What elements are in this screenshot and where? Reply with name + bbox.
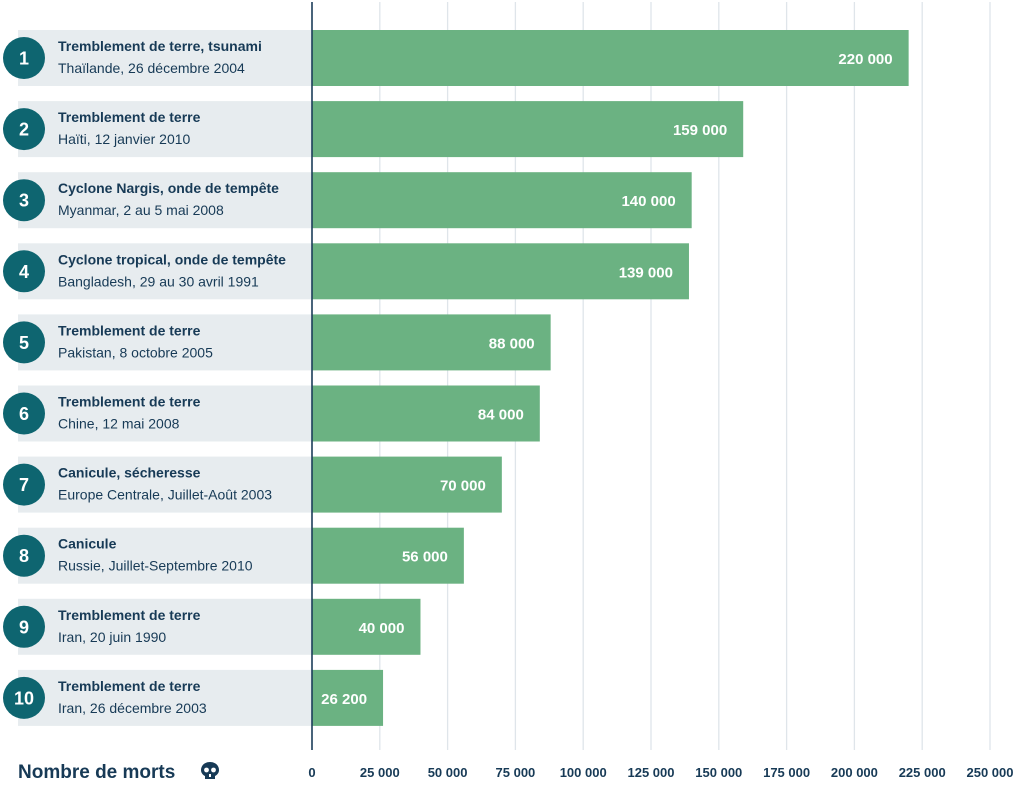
row-label-background: [18, 385, 312, 442]
row: 2 Tremblement de terre Haïti, 12 janvier 2…: [3, 101, 744, 158]
bar: [312, 314, 551, 371]
chart-rows: 1 Tremblement de terre, tsunami Thaïlande,…: [3, 30, 909, 726]
disaster-type: Tremblement de terre: [58, 678, 201, 694]
x-tick-label: 225 000: [899, 765, 946, 780]
rank-badge: [3, 605, 45, 648]
bar: [312, 385, 540, 442]
row: 3 Cyclone Nargis, onde de tempête Myanmar,…: [3, 172, 692, 229]
bar-value-label: 140 000: [621, 193, 675, 210]
disaster-location-date: Iran, 26 décembre 2003: [58, 700, 207, 716]
row-label-background: [18, 30, 312, 86]
disaster-location-date: Thaïlande, 26 décembre 2004: [58, 60, 245, 76]
x-tick-label: 75 000: [496, 765, 536, 780]
bar: [312, 527, 464, 584]
disaster-type: Canicule, sécheresse: [58, 465, 201, 481]
bar-value-label: 70 000: [440, 478, 486, 495]
skull-icon: [201, 762, 219, 779]
rank-badge: [3, 321, 45, 364]
bar-value-label: 26 200: [321, 691, 367, 708]
rank-number: 1: [19, 49, 29, 69]
x-tick-label: 0: [308, 765, 315, 780]
disaster-type: Tremblement de terre: [58, 109, 201, 125]
bar: [312, 172, 692, 229]
row: 9 Tremblement de terre Iran, 20 juin 1990 4…: [3, 598, 421, 655]
x-tick-label: 175 000: [763, 765, 810, 780]
row: 1 Tremblement de terre, tsunami Thaïlande,…: [3, 30, 909, 86]
disaster-type: Canicule: [58, 536, 117, 552]
bar: [312, 243, 689, 300]
disaster-location-date: Europe Centrale, Juillet-Août 2003: [58, 487, 272, 503]
x-tick-label: 125 000: [628, 765, 675, 780]
row: 6 Tremblement de terre Chine, 12 mai 2008 8…: [3, 385, 540, 442]
bar: [312, 30, 909, 86]
disaster-location-date: Russie, Juillet-Septembre 2010: [58, 558, 253, 574]
disaster-location-date: Pakistan, 8 octobre 2005: [58, 344, 213, 360]
x-tick-label: 150 000: [695, 765, 742, 780]
rank-badge: [3, 108, 45, 151]
x-tick-label: 25 000: [360, 765, 400, 780]
bar-value-label: 84 000: [478, 407, 524, 424]
rank-badge: [3, 392, 45, 435]
rank-number: 9: [19, 617, 29, 637]
x-axis-label: Nombre de morts: [18, 762, 175, 783]
disaster-location-date: Chine, 12 mai 2008: [58, 416, 180, 432]
disaster-location-date: Iran, 20 juin 1990: [58, 629, 166, 645]
rank-badge: [3, 463, 45, 506]
bar-value-label: 40 000: [359, 620, 405, 637]
row-label-background: [18, 456, 312, 513]
disaster-location-date: Myanmar, 2 au 5 mai 2008: [58, 202, 224, 218]
bar: [312, 598, 421, 655]
x-tick-label: 250 000: [967, 765, 1014, 780]
bar: [312, 456, 502, 513]
x-tick-label: 100 000: [560, 765, 607, 780]
disaster-type: Tremblement de terre: [58, 394, 201, 410]
row-label-background: [18, 243, 312, 300]
row-label-background: [18, 669, 312, 726]
row: 5 Tremblement de terre Pakistan, 8 octobre…: [3, 314, 551, 371]
row: 7 Canicule, sécheresse Europe Centrale, Ju…: [3, 456, 502, 513]
disaster-type: Tremblement de terre, tsunami: [58, 38, 262, 54]
bar-value-label: 88 000: [489, 335, 535, 352]
disaster-location-date: Bangladesh, 29 au 30 avril 1991: [58, 273, 259, 289]
row-label-background: [18, 172, 312, 229]
bar: [312, 101, 744, 158]
x-tick-label: 50 000: [428, 765, 468, 780]
rank-badge: [3, 534, 45, 577]
rank-badge: [3, 179, 45, 222]
rank-number: 7: [19, 475, 29, 495]
disaster-type: Tremblement de terre: [58, 607, 201, 623]
rank-number: 2: [19, 120, 29, 140]
rank-badge: [3, 676, 45, 719]
row-label-background: [18, 598, 312, 655]
row-label-background: [18, 527, 312, 584]
row: 4 Cyclone tropical, onde de tempête Bangla…: [3, 243, 689, 300]
rank-number: 6: [19, 404, 29, 424]
bar: [312, 669, 384, 726]
rank-badge: [3, 250, 45, 293]
row-label-background: [18, 101, 312, 158]
disaster-type: Cyclone tropical, onde de tempête: [58, 251, 286, 267]
row: 8 Canicule Russie, Juillet-Septembre 2010 5…: [3, 527, 464, 584]
x-tick-label: 200 000: [831, 765, 878, 780]
rank-badge: [3, 37, 45, 79]
row-label-background: [18, 314, 312, 371]
rank-number: 5: [19, 333, 29, 353]
row: 10 Tremblement de terre Iran, 26 décembre …: [3, 669, 384, 726]
bar-value-label: 56 000: [402, 549, 448, 566]
bar-value-label: 139 000: [619, 264, 673, 281]
disaster-type: Cyclone Nargis, onde de tempête: [58, 180, 279, 196]
rank-number: 8: [19, 546, 29, 566]
rank-number: 10: [14, 688, 34, 708]
disaster-type: Tremblement de terre: [58, 322, 201, 338]
bar-value-label: 220 000: [838, 51, 892, 68]
disaster-location-date: Haïti, 12 janvier 2010: [58, 131, 191, 147]
rank-number: 3: [19, 191, 29, 211]
bar-value-label: 159 000: [673, 122, 727, 139]
rank-number: 4: [19, 262, 29, 282]
x-axis-ticks: 0 25 000 50 000 75 000 100 000 125 000 150 000…: [308, 765, 1013, 780]
